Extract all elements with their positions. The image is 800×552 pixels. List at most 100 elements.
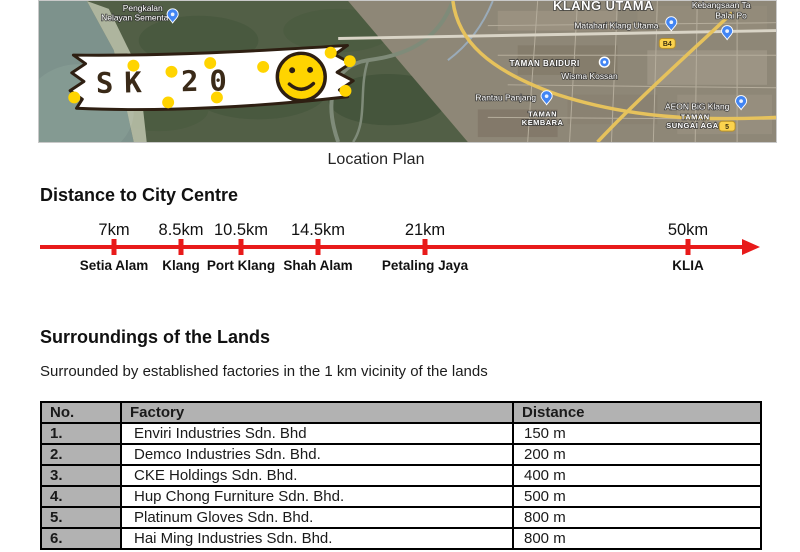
stop-tick: [111, 239, 117, 255]
map-label: TAMAN: [528, 109, 557, 118]
map-label: Rantau Panjang: [475, 93, 536, 103]
map-label: TAMAN BAIDURI: [510, 59, 580, 68]
table-row: 3. CKE Holdings Sdn. Bhd. 400 m: [40, 464, 762, 487]
table-cell: Demco Industries Sdn. Bhd.: [120, 443, 514, 466]
table-header-cell: Factory: [120, 401, 514, 424]
map-label: Kebangsaan Ta: [692, 1, 751, 10]
banner-text: SK 20: [96, 63, 239, 100]
map-label: KEMBARA: [522, 118, 564, 127]
banner-dots: [68, 46, 356, 109]
table-cell: 4.: [40, 485, 122, 508]
stop-tick: [422, 239, 428, 255]
stop-city-label: Klang: [162, 258, 200, 273]
table-header-cell: No.: [40, 401, 122, 424]
surroundings-section-title: Surroundings of the Lands: [40, 327, 270, 347]
table-cell: CKE Holdings Sdn. Bhd.: [120, 464, 514, 487]
table-header-cell: Distance: [512, 401, 762, 424]
table-cell: 150 m: [512, 422, 762, 445]
banner-dot: [165, 65, 178, 78]
table-cell: 3.: [40, 464, 122, 487]
stop-tick: [178, 239, 184, 255]
table-cell: 800 m: [512, 506, 762, 529]
stop-tick: [685, 239, 691, 255]
map-pins: [166, 8, 748, 111]
sk20-banner: SK 20: [68, 43, 356, 112]
table-row: 6. Hai Ming Industries Sdn. Bhd. 800 m: [40, 527, 762, 550]
map-pin-icon: [540, 90, 553, 106]
svg-text:5: 5: [725, 124, 729, 131]
map-pin-icon: [166, 8, 179, 24]
stop-city-label: Shah Alam: [283, 258, 352, 273]
table-cell: Hai Ming Industries Sdn. Bhd.: [120, 527, 514, 550]
stop-city-label: KLIA: [672, 258, 704, 273]
road-badge: B4: [658, 37, 676, 49]
timeline-stops: 7km Setia Alam 8.5km Klang 10.5km Port Klang 1…: [80, 221, 708, 273]
map-label: KLANG UTAMA: [553, 1, 654, 13]
banner-dot: [204, 57, 217, 69]
banner-dot: [210, 91, 223, 104]
banner-dot: [339, 84, 352, 97]
map-label: Pengkalan: [123, 3, 163, 13]
banner-dot: [68, 91, 81, 104]
stop-city-label: Petaling Jaya: [382, 258, 469, 273]
map-pin-icon: [665, 16, 678, 32]
table-cell: Hup Chong Furniture Sdn. Bhd.: [120, 485, 514, 508]
banner-dot: [257, 60, 270, 73]
table-cell: 2.: [40, 443, 122, 466]
table-cell: 500 m: [512, 485, 762, 508]
table-cell: Enviri Industries Sdn. Bhd: [120, 422, 514, 445]
smiley-icon: [275, 51, 327, 103]
map-highway-1: [451, 1, 776, 121]
svg-text:B4: B4: [663, 41, 672, 48]
table-row: 5. Platinum Gloves Sdn. Bhd. 800 m: [40, 506, 762, 529]
factory-distance-table: No. Factory Distance 1. Enviri Industries S…: [40, 401, 762, 550]
table-cell: 5.: [40, 506, 122, 529]
banner-dot: [343, 55, 356, 68]
banner-dot: [324, 46, 337, 59]
surroundings-subtitle: Surrounded by established factories in t…: [40, 363, 488, 380]
banner-dot: [127, 59, 140, 72]
stop-distance-label: 14.5km: [291, 221, 345, 239]
map-highway-2: [596, 11, 734, 142]
stop-distance-label: 8.5km: [159, 221, 204, 239]
map-label: Balai Po: [715, 11, 747, 21]
timeline-arrowhead: [742, 239, 760, 255]
table-row: 2. Demco Industries Sdn. Bhd. 200 m: [40, 443, 762, 466]
banner-dot: [162, 96, 175, 109]
table-cell: 1.: [40, 422, 122, 445]
table-cell: 400 m: [512, 464, 762, 487]
table-cell: 800 m: [512, 527, 762, 550]
distance-timeline: 7km Setia Alam 8.5km Klang 10.5km Port Klang 1…: [40, 221, 760, 273]
map-label: Matahari Klang Utama: [574, 21, 658, 31]
road-badge: 5: [718, 120, 736, 132]
stop-distance-label: 50km: [668, 221, 708, 239]
table-row: 4. Hup Chong Furniture Sdn. Bhd. 500 m: [40, 485, 762, 508]
location-map: Pengkalan Nelayan Sementa KLANG UTAMA Keban…: [38, 0, 777, 143]
map-caption: Location Plan: [327, 151, 425, 168]
map-road-badges: B4 5: [658, 37, 736, 132]
map-label: Nelayan Sementa: [101, 13, 169, 23]
stop-distance-label: 7km: [98, 221, 129, 239]
map-label: TAMAN: [681, 112, 710, 121]
table-cell: 6.: [40, 527, 122, 550]
stop-city-label: Port Klang: [207, 258, 275, 273]
table-header-row: No. Factory Distance: [40, 401, 762, 424]
map-dot-pin-icon: [598, 56, 611, 68]
map-pin-icon: [721, 25, 734, 41]
map-label: SUNGAI AGAS: [666, 121, 724, 130]
table-cell: Platinum Gloves Sdn. Bhd.: [120, 506, 514, 529]
stop-city-label: Setia Alam: [80, 258, 149, 273]
distance-section-title: Distance to City Centre: [40, 185, 239, 205]
map-label: AEON BiG Klang: [665, 102, 730, 112]
stop-distance-label: 21km: [405, 221, 445, 239]
stop-tick: [315, 239, 321, 255]
map-pin-icon: [735, 95, 748, 111]
table-row: 1. Enviri Industries Sdn. Bhd 150 m: [40, 422, 762, 445]
map-label: Wisma Kossan: [561, 71, 618, 81]
stop-tick: [238, 239, 244, 255]
table-cell: 200 m: [512, 443, 762, 466]
map-main-road: [338, 29, 776, 40]
